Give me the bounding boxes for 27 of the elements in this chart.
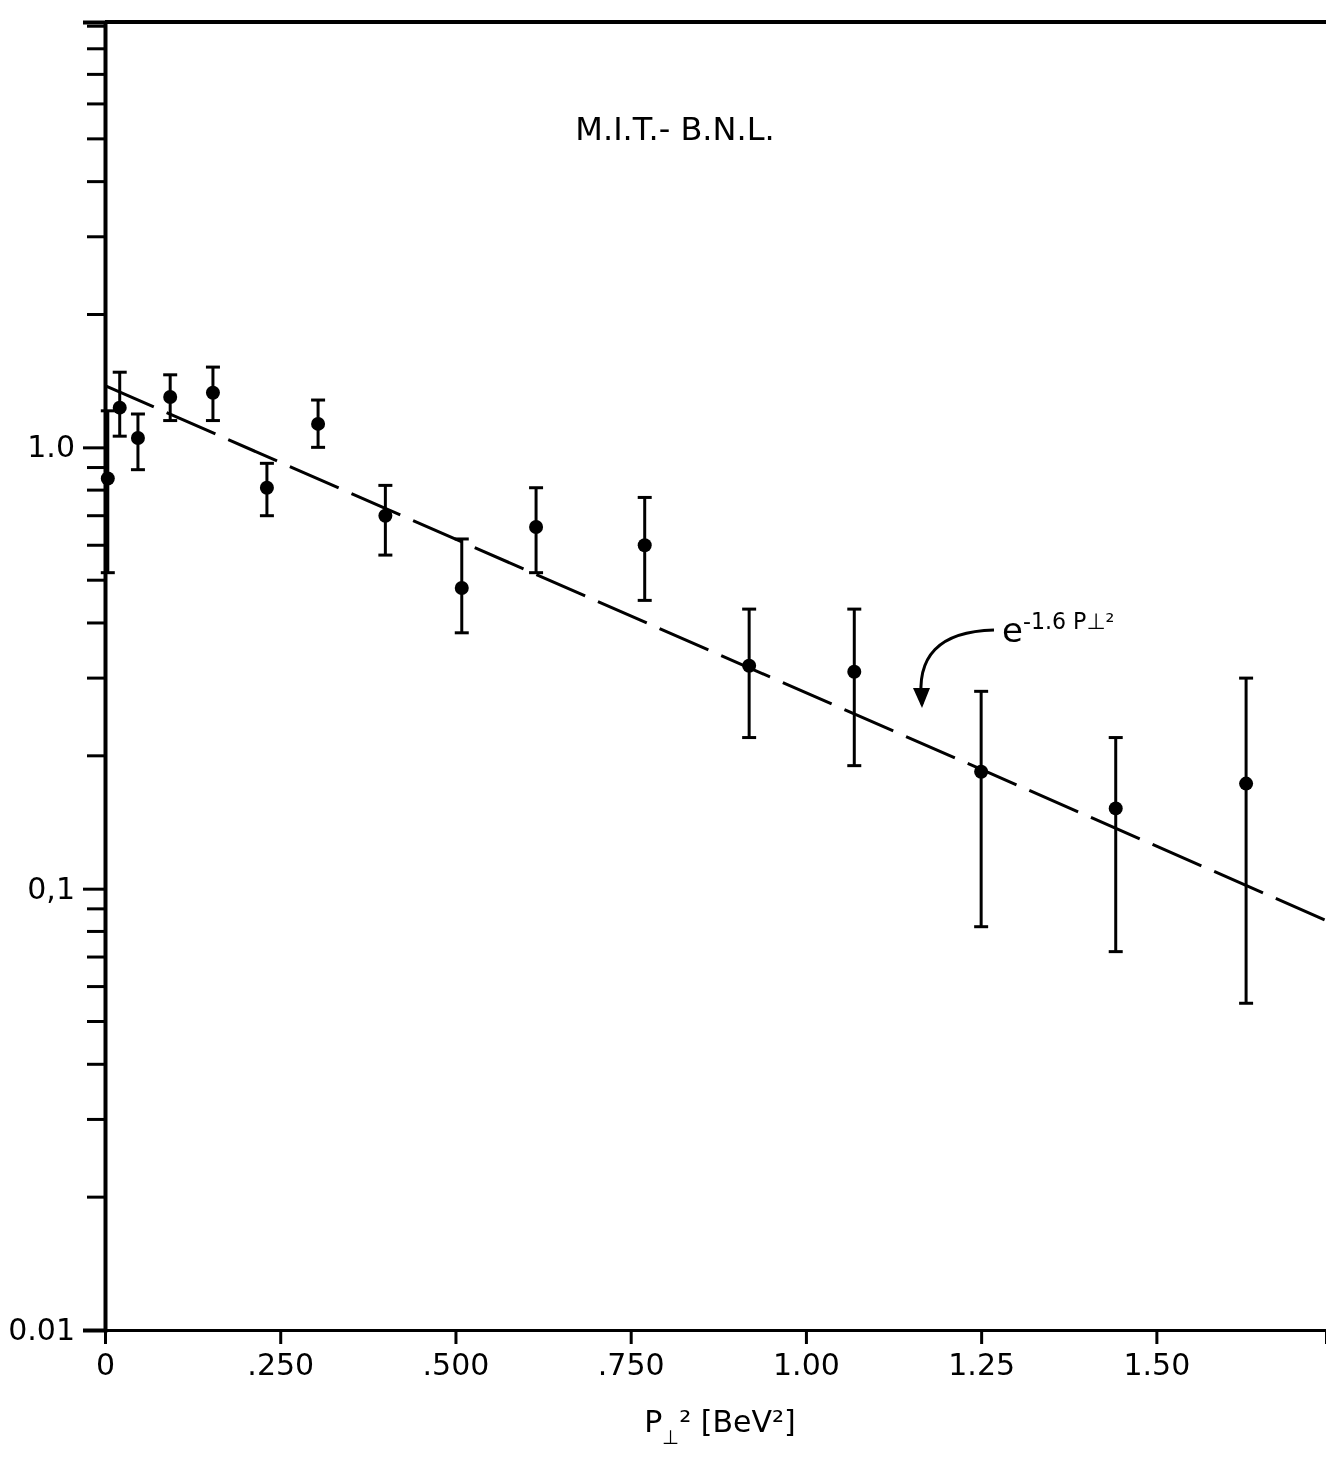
point	[205, 385, 220, 400]
annotation: e$^{-1.6 P⊥²}$	[1002, 608, 1115, 650]
y-tick-label: 1.0	[27, 429, 75, 465]
x-tick-label: .750	[597, 1347, 665, 1383]
point	[454, 581, 469, 596]
y-tick-label: 0.01	[8, 1312, 75, 1348]
x-tick-label: 1.50	[1123, 1347, 1191, 1383]
x-tick-label: 1.00	[773, 1347, 840, 1383]
point	[130, 430, 145, 445]
x-tick-label: .500	[422, 1347, 490, 1383]
point	[163, 390, 178, 405]
point	[112, 400, 127, 415]
x-tick-label: .250	[247, 1347, 315, 1383]
x-axis-title: P$_{⊥}$² [BeV²]	[644, 1404, 796, 1449]
point	[637, 538, 652, 553]
text: M.I.T.- B.N.L.	[575, 110, 775, 148]
x-tick-label: 1.25	[948, 1347, 1016, 1383]
point	[311, 416, 326, 431]
point	[100, 471, 115, 486]
point	[1239, 776, 1254, 791]
y-tick-label: 0,1	[27, 870, 75, 906]
point	[1108, 801, 1123, 816]
point	[847, 664, 862, 679]
point	[378, 508, 393, 523]
point	[529, 519, 544, 534]
x-tick-label: 0	[95, 1347, 116, 1383]
point	[259, 480, 274, 495]
